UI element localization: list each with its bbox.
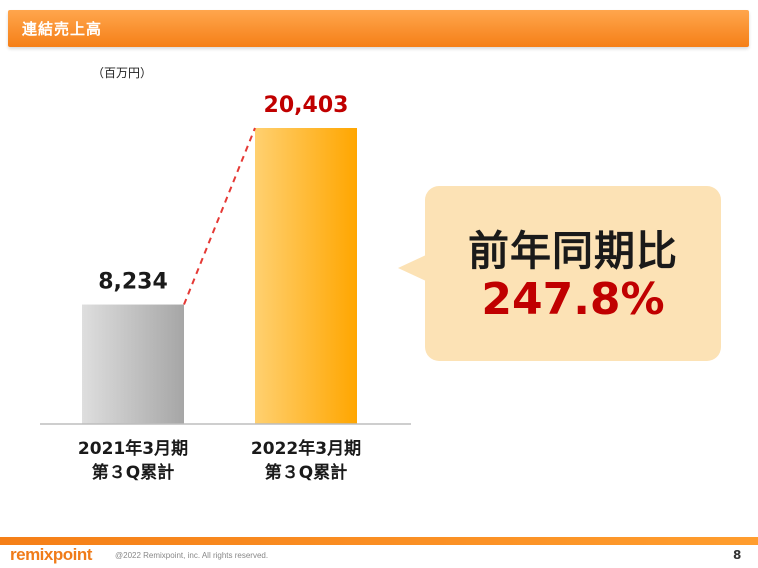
yoy-label: 前年同期比 [468, 227, 678, 275]
bar-1 [82, 304, 184, 424]
category-label-1-line-1: 2021年3月期 [78, 438, 188, 459]
callout-tail [398, 255, 426, 281]
yoy-callout: 前年同期比 247.8% [425, 186, 721, 361]
slide-title: 連結売上高 [22, 20, 103, 38]
yoy-value: 247.8% [481, 274, 665, 325]
value-label-1: 8,234 [98, 270, 168, 295]
footer-bar [0, 537, 758, 545]
page-number: 8 [733, 548, 742, 562]
category-label-1-line-2: 第３Q累計 [92, 462, 174, 483]
slide-header: 連結売上高 [8, 10, 749, 47]
category-label-2-line-1: 2022年3月期 [251, 438, 361, 459]
category-label-2-line-2: 第３Q累計 [265, 462, 347, 483]
growth-connector-line [183, 127, 256, 305]
remixpoint-logo: remixpoint [10, 545, 92, 564]
value-label-2: 20,403 [264, 93, 349, 118]
bar-2 [255, 128, 357, 424]
unit-label: （百万円） [92, 66, 153, 80]
copyright-text: @2022 Remixpoint, inc. All rights reserv… [115, 551, 269, 560]
